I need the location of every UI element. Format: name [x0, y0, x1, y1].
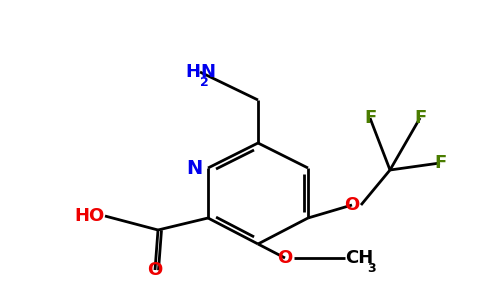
- Text: O: O: [345, 196, 360, 214]
- Text: O: O: [147, 261, 163, 279]
- Text: F: F: [414, 109, 426, 127]
- Text: 2: 2: [200, 76, 209, 89]
- Text: O: O: [277, 249, 293, 267]
- Text: N: N: [186, 158, 202, 178]
- Text: HO: HO: [75, 207, 105, 225]
- Text: H: H: [185, 63, 200, 81]
- Text: 3: 3: [367, 262, 376, 275]
- Text: N: N: [200, 63, 215, 81]
- Text: F: F: [434, 154, 446, 172]
- Text: F: F: [364, 109, 376, 127]
- Text: CH: CH: [345, 249, 373, 267]
